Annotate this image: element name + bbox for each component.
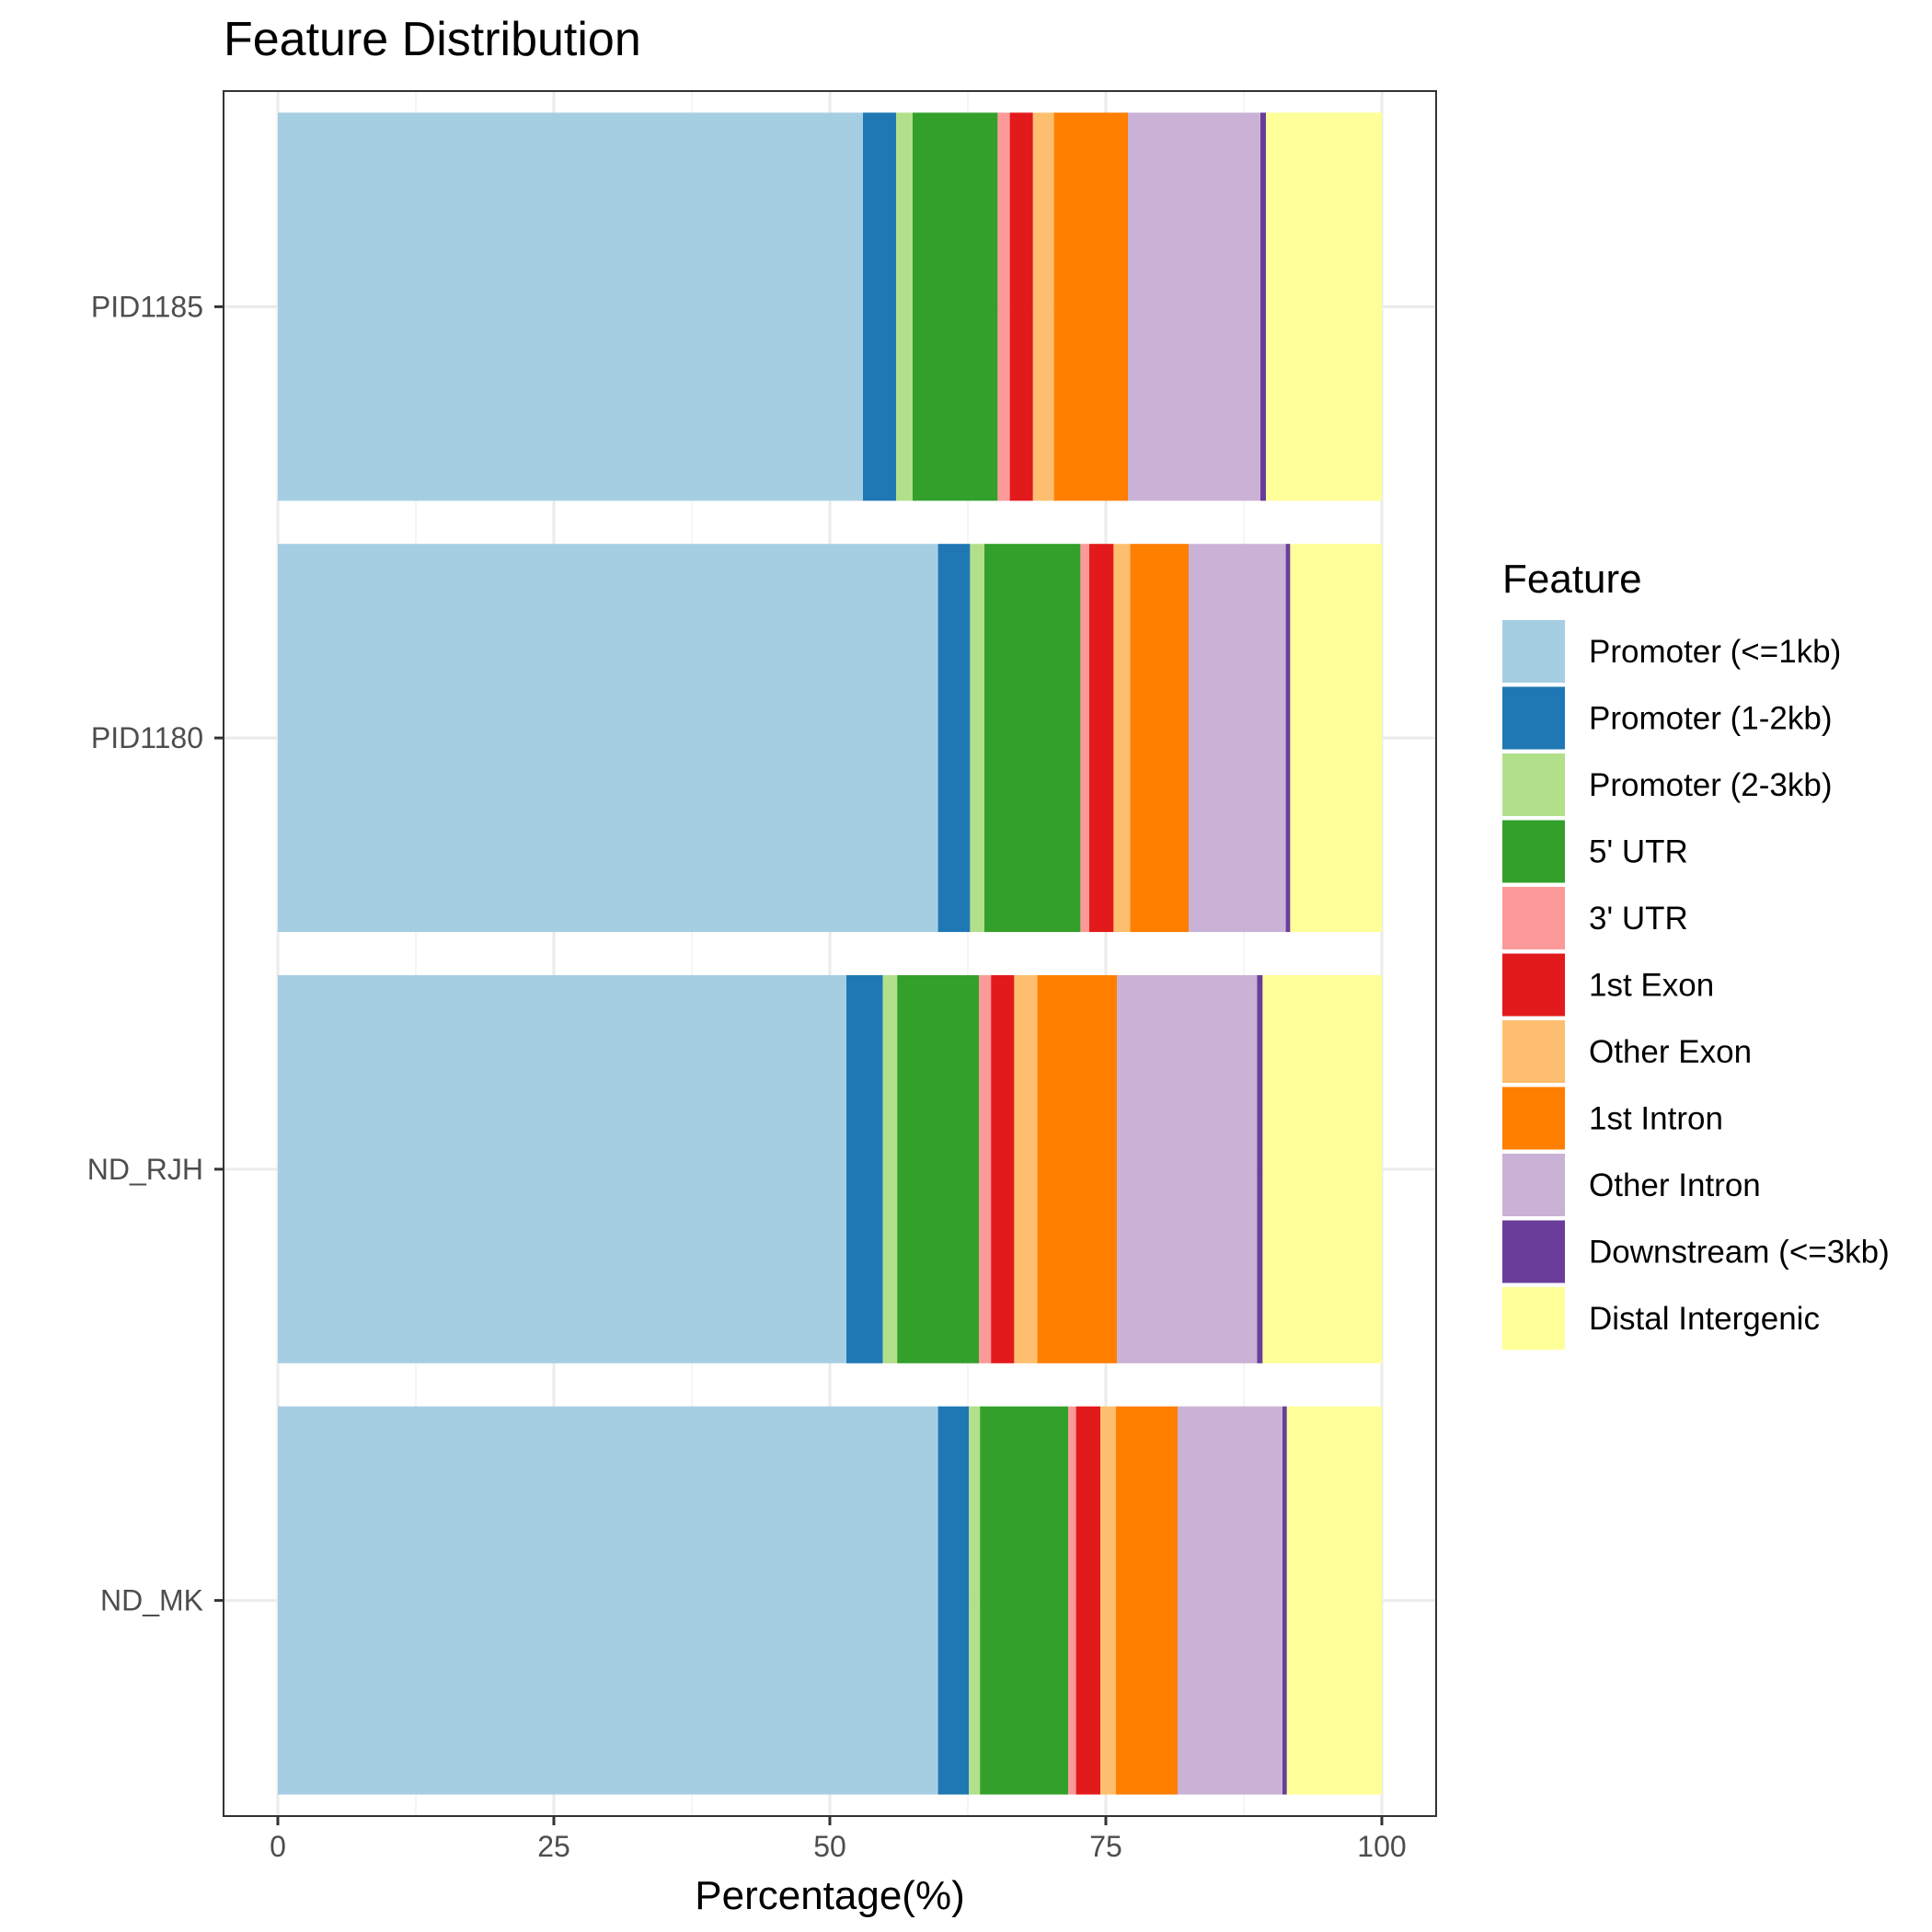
- plot-bars: [278, 112, 1382, 1795]
- bar-segment: [1032, 112, 1054, 501]
- bar-segment: [997, 112, 1010, 501]
- bar-group-PID1185: [278, 112, 1382, 501]
- x-tick-label: 100: [1357, 1830, 1406, 1863]
- legend-key: [1502, 953, 1565, 1017]
- legend-key: [1502, 1287, 1565, 1350]
- bar-segment: [278, 112, 863, 501]
- bar-segment: [278, 544, 938, 933]
- legend-title: Feature: [1502, 557, 1642, 602]
- bar-segment: [1285, 544, 1291, 933]
- legend-key: [1502, 820, 1565, 883]
- bar-segment: [1100, 1406, 1116, 1795]
- legend-item: 1st Intron: [1502, 1087, 1723, 1150]
- legend-items: Promoter (<=1kb) Promoter (1-2kb) Promoter…: [1502, 620, 1890, 1350]
- legend-key: [1502, 1154, 1565, 1216]
- y-axis: PID1185 PID1180 ND_RJH ND_MK: [87, 290, 224, 1617]
- bar-segment: [1128, 112, 1260, 501]
- y-tick-label: ND_RJH: [87, 1153, 203, 1186]
- x-axis-title: Percentage(%): [695, 1873, 964, 1918]
- legend-key: [1502, 686, 1565, 750]
- bar-segment: [1290, 544, 1382, 933]
- legend-item: Distal Intergenic: [1502, 1287, 1820, 1350]
- bar-group-ND_RJH: [278, 974, 1382, 1363]
- bar-segment: [1117, 974, 1258, 1363]
- bar-segment: [1286, 1406, 1382, 1795]
- bar-segment: [1130, 544, 1189, 933]
- bar-segment: [1266, 112, 1382, 501]
- legend-label: 1st Exon: [1589, 968, 1714, 1004]
- bar-group-ND_MK: [278, 1406, 1382, 1795]
- bar-segment: [984, 544, 1081, 933]
- x-tick-label: 25: [537, 1830, 570, 1863]
- x-tick-label: 0: [270, 1830, 286, 1863]
- bar-segment: [1080, 544, 1089, 933]
- bar-segment: [1014, 974, 1038, 1363]
- y-tick-label: PID1185: [91, 290, 203, 323]
- bar-segment: [896, 112, 913, 501]
- bar-segment: [937, 544, 971, 933]
- bar-segment: [863, 112, 896, 501]
- bar-segment: [991, 974, 1015, 1363]
- legend-item: Promoter (1-2kb): [1502, 686, 1833, 750]
- bar-segment: [1075, 1406, 1100, 1795]
- legend-label: Promoter (<=1kb): [1589, 634, 1841, 670]
- legend-item: Downstream (<=3kb): [1502, 1220, 1890, 1283]
- x-tick-label: 50: [813, 1830, 846, 1863]
- bar-segment: [1113, 544, 1131, 933]
- bar-segment: [278, 1406, 938, 1795]
- legend: Feature Promoter (<=1kb) Promoter (1-2kb)…: [1502, 557, 1890, 1350]
- bar-segment: [1282, 1406, 1287, 1795]
- bar-segment: [882, 974, 898, 1363]
- bar-segment: [1260, 112, 1266, 501]
- legend-item: 1st Exon: [1502, 953, 1714, 1017]
- bar-segment: [1178, 1406, 1282, 1795]
- bar-group-PID1180: [278, 544, 1382, 933]
- bar-segment: [1068, 1406, 1076, 1795]
- legend-label: 3' UTR: [1589, 901, 1688, 937]
- bar-segment: [1009, 112, 1033, 501]
- bar-segment: [897, 974, 979, 1363]
- bar-segment: [1262, 974, 1382, 1363]
- x-tick-label: 75: [1089, 1830, 1122, 1863]
- bar-segment: [846, 974, 883, 1363]
- legend-item: Promoter (2-3kb): [1502, 753, 1833, 816]
- bar-segment: [937, 1406, 970, 1795]
- legend-item: Other Exon: [1502, 1020, 1752, 1083]
- chart-title: Feature Distribution: [224, 13, 641, 66]
- x-axis: 0 25 50 75 100: [270, 1816, 1407, 1863]
- y-tick-label: ND_MK: [100, 1584, 203, 1617]
- bar-segment: [1189, 544, 1286, 933]
- legend-key: [1502, 1220, 1565, 1283]
- legend-key: [1502, 753, 1565, 816]
- legend-item: 5' UTR: [1502, 820, 1688, 883]
- legend-label: Promoter (2-3kb): [1589, 767, 1833, 803]
- legend-item: Promoter (<=1kb): [1502, 620, 1841, 683]
- y-tick-label: PID1180: [91, 721, 203, 754]
- bar-segment: [980, 1406, 1069, 1795]
- legend-key: [1502, 620, 1565, 683]
- bar-segment: [1115, 1406, 1178, 1795]
- legend-label: 5' UTR: [1589, 834, 1688, 870]
- bar-segment: [278, 974, 846, 1363]
- legend-item: 3' UTR: [1502, 887, 1688, 949]
- bar-segment: [913, 112, 998, 501]
- legend-key: [1502, 1020, 1565, 1083]
- legend-label: Distal Intergenic: [1589, 1301, 1820, 1337]
- bar-segment: [969, 1406, 981, 1795]
- bar-segment: [1089, 544, 1114, 933]
- legend-item: Other Intron: [1502, 1154, 1761, 1216]
- bar-segment: [979, 974, 992, 1363]
- legend-key: [1502, 1087, 1565, 1150]
- legend-label: Downstream (<=3kb): [1589, 1235, 1890, 1271]
- bar-segment: [1053, 112, 1128, 501]
- legend-label: Promoter (1-2kb): [1589, 701, 1833, 737]
- bar-segment: [970, 544, 984, 933]
- legend-label: Other Intron: [1589, 1167, 1761, 1203]
- legend-key: [1502, 887, 1565, 949]
- legend-label: 1st Intron: [1589, 1101, 1723, 1137]
- legend-label: Other Exon: [1589, 1034, 1752, 1070]
- bar-segment: [1037, 974, 1117, 1363]
- bar-segment: [1257, 974, 1263, 1363]
